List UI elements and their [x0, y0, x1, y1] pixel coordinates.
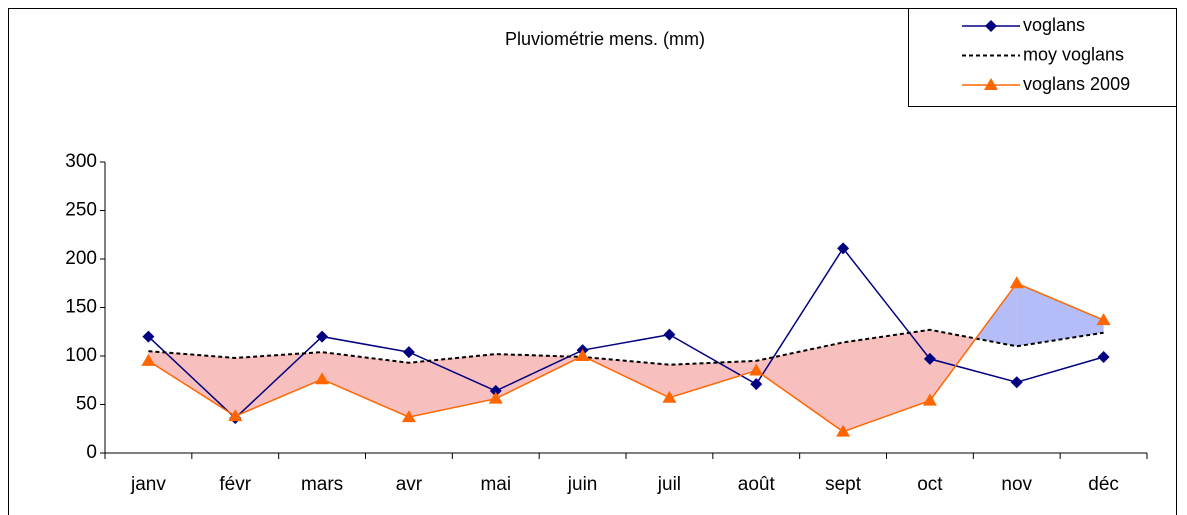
marker — [1010, 376, 1023, 389]
marker — [575, 349, 590, 361]
x-tick-label: avr — [396, 474, 423, 495]
marker — [401, 410, 416, 423]
marker — [1096, 313, 1111, 326]
y-tick-label: 0 — [86, 442, 97, 463]
marker — [315, 372, 330, 385]
difference-area — [408, 354, 496, 418]
marker — [142, 330, 155, 343]
series-line — [148, 328, 1104, 366]
series-line — [147, 247, 1104, 420]
legend-label: voglans — [1023, 15, 1085, 35]
x-tick-label: oct — [917, 474, 943, 495]
marker — [1097, 350, 1110, 363]
difference-area — [148, 351, 236, 417]
marker — [923, 352, 936, 365]
series-line — [148, 282, 1104, 433]
x-tick-label: févr — [219, 474, 251, 495]
x-tick-label: août — [738, 474, 776, 495]
marker — [836, 424, 851, 437]
marker — [228, 409, 243, 422]
x-tick-label: déc — [1088, 474, 1119, 495]
marker — [402, 346, 415, 359]
x-tick-label: mars — [301, 474, 343, 495]
legend-label: voglans 2009 — [1023, 74, 1130, 94]
chart-title: Pluviométrie mens. (mm) — [505, 29, 705, 49]
marker — [749, 363, 764, 376]
legend-marker — [984, 78, 998, 90]
y-tick-label: 250 — [65, 200, 97, 221]
difference-area — [322, 352, 409, 418]
difference-area — [235, 352, 323, 417]
marker — [488, 391, 503, 404]
x-tick-label: janv — [130, 474, 166, 495]
x-tick-label: juil — [657, 474, 681, 495]
difference-area — [669, 360, 757, 398]
difference-area — [843, 329, 930, 432]
x-tick-label: nov — [1001, 474, 1032, 495]
difference-area — [975, 283, 1017, 347]
difference-area — [756, 342, 844, 432]
marker — [662, 390, 677, 403]
x-tick-label: juin — [567, 474, 598, 495]
difference-area — [1016, 283, 1104, 347]
x-tick-label: mai — [480, 474, 511, 495]
marker — [1009, 276, 1024, 289]
legend-label: moy voglans — [1023, 44, 1124, 64]
y-tick-label: 150 — [65, 297, 97, 318]
marker — [922, 393, 937, 406]
x-tick-label: sept — [825, 474, 862, 495]
legend-box — [908, 8, 1177, 107]
marker — [489, 384, 502, 397]
marker — [141, 353, 156, 366]
marker — [837, 242, 850, 255]
marker — [316, 330, 329, 343]
chart-frame — [8, 8, 1177, 515]
y-tick-label: 50 — [76, 394, 97, 415]
y-tick-label: 100 — [65, 345, 97, 366]
y-tick-label: 300 — [65, 151, 97, 172]
y-tick-label: 200 — [65, 248, 97, 269]
legend-marker — [985, 20, 997, 32]
marker — [750, 378, 763, 391]
marker — [663, 328, 676, 341]
